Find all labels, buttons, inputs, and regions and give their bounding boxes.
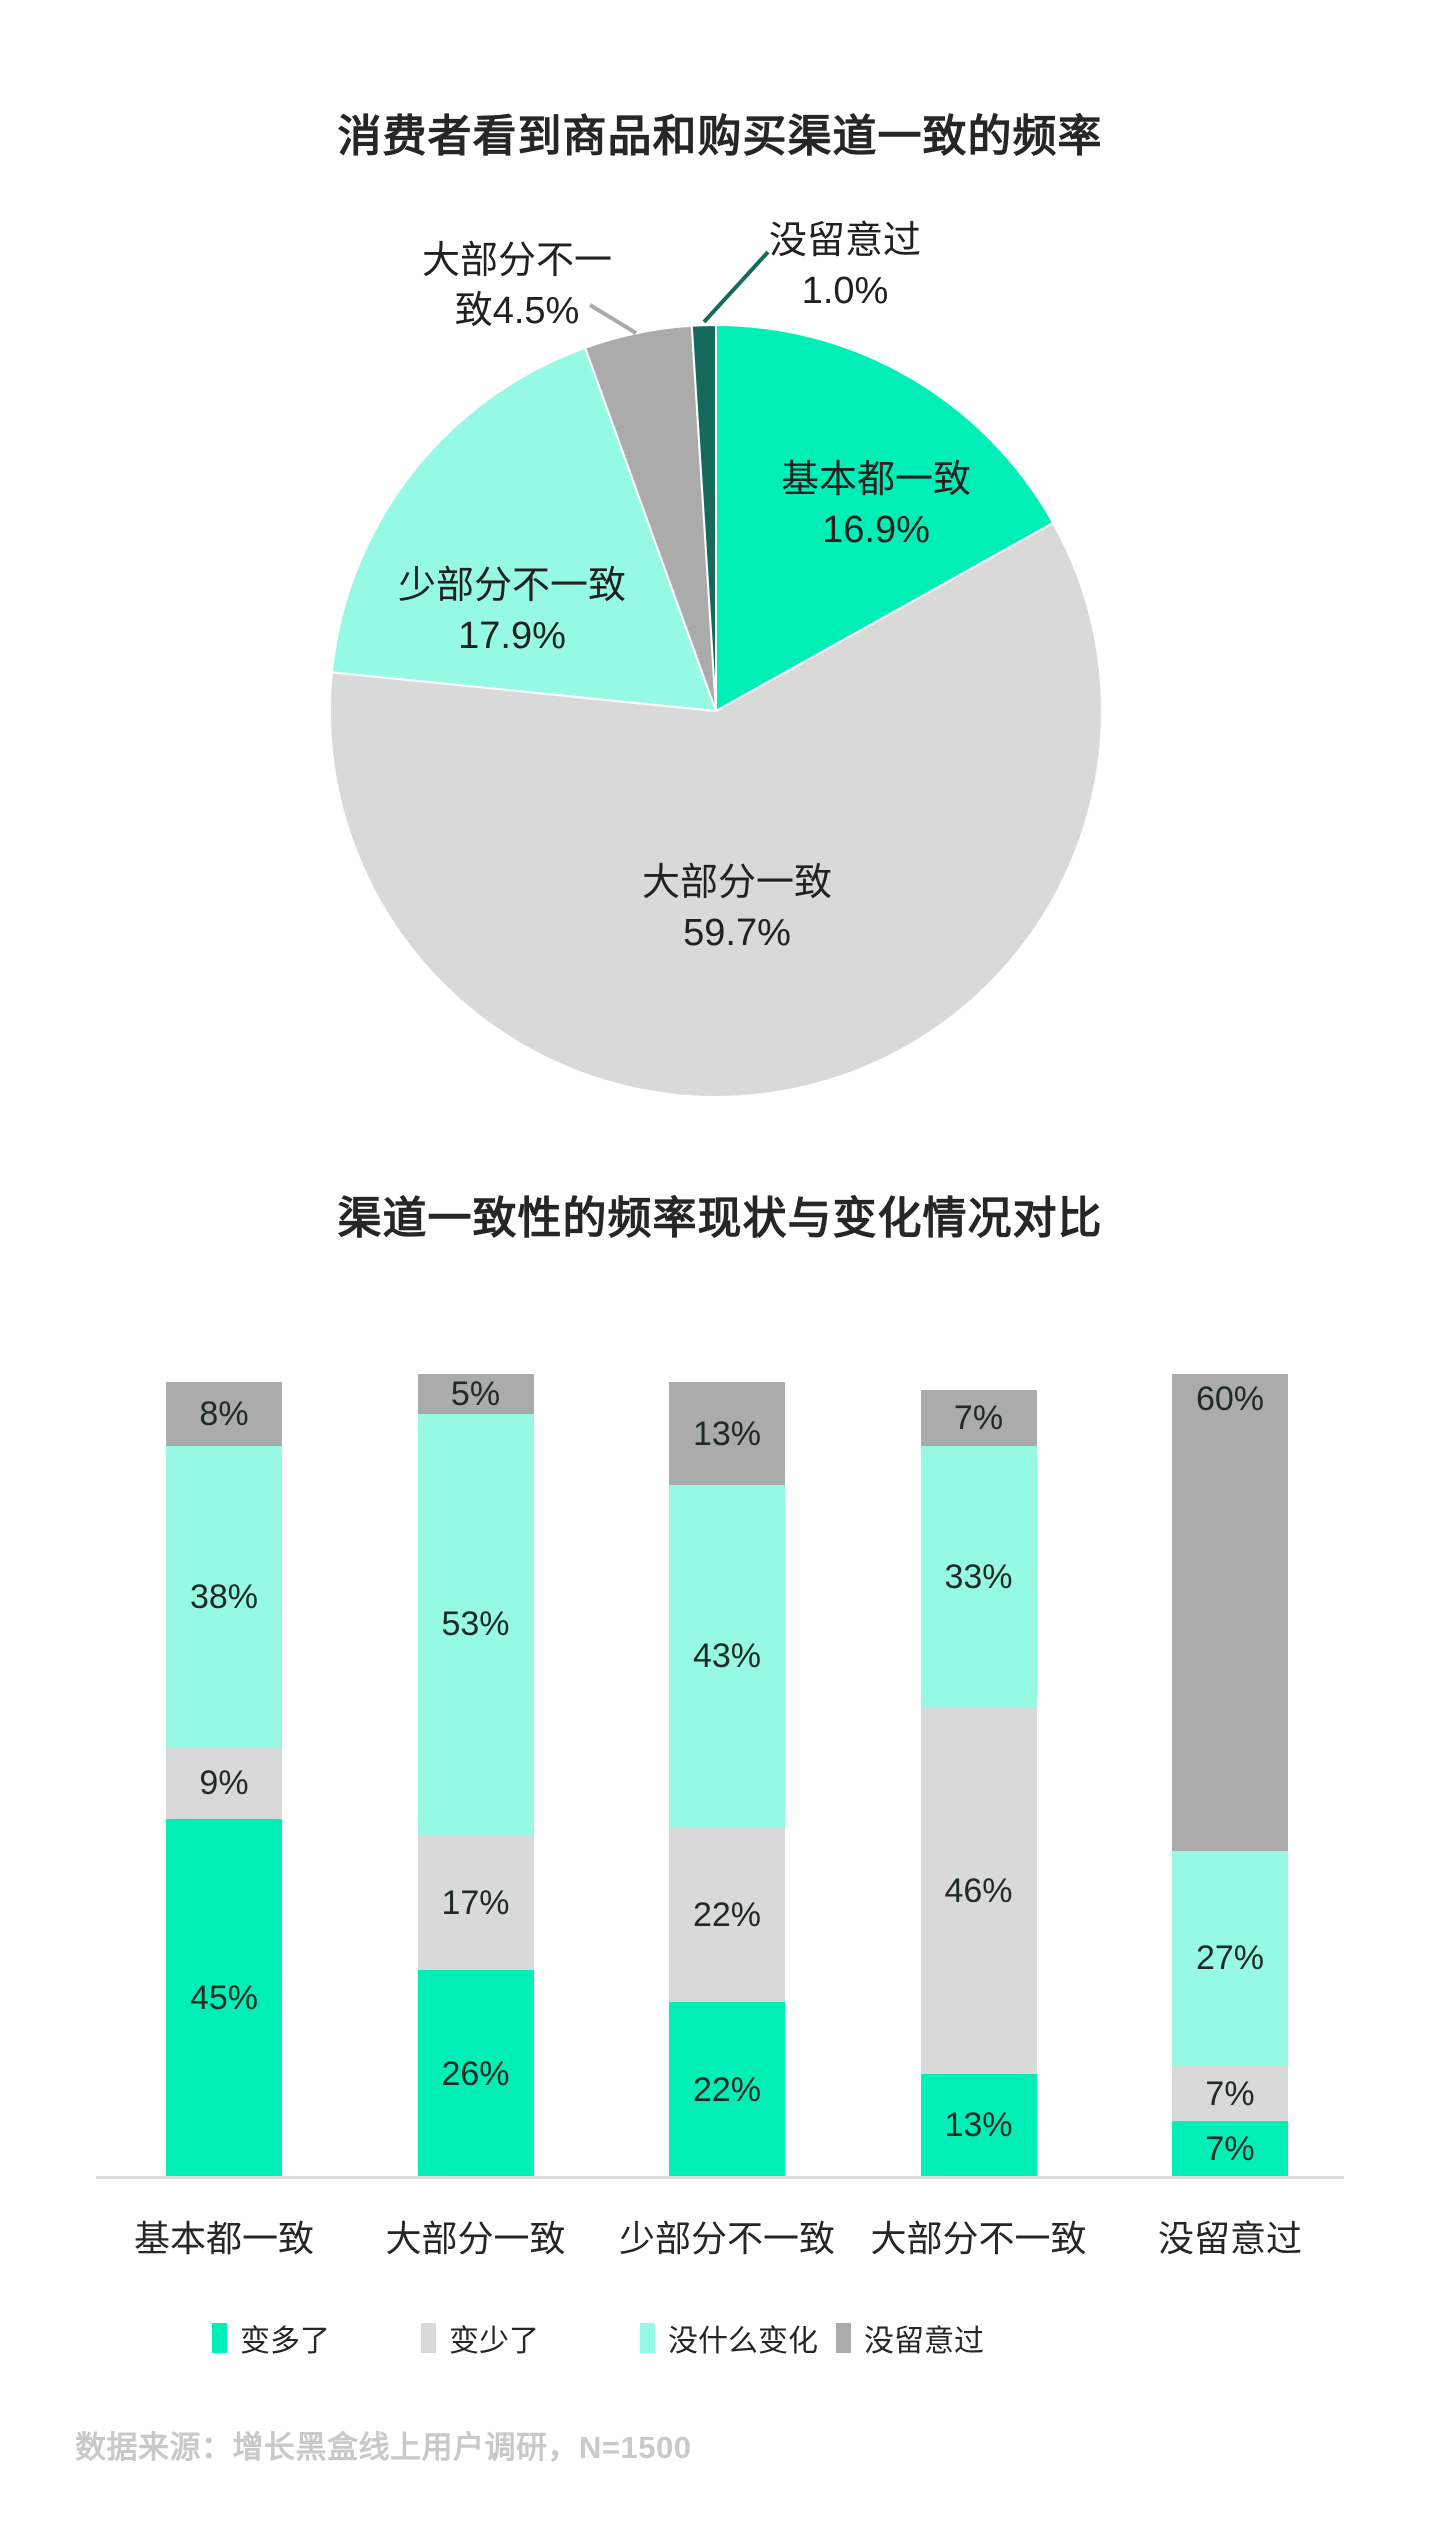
pie-slice-largely-consistent — [329, 521, 1103, 1098]
pie-label-value: 17.9% — [458, 615, 566, 657]
pie-slice-never-noticed — [690, 323, 717, 712]
bar-value-label: 17% — [441, 1883, 510, 1922]
legend-item-0: 变多了 — [212, 2316, 330, 2360]
legend-swatch — [212, 2323, 227, 2353]
bar-value-label: 22% — [692, 2070, 762, 2109]
bar-value-label: 27% — [1195, 1939, 1265, 1978]
bar-value-label: 9% — [199, 1764, 249, 1803]
x-axis-label-1: 大部分一致 — [385, 2218, 566, 2259]
legend-label: 变少了 — [449, 2325, 539, 2358]
pie-chart-title: 消费者看到商品和购买渠道一致的频率 — [337, 112, 1103, 161]
bar-segment-2-2: 43% — [669, 1485, 785, 1828]
bar-segment-0-1: 26% — [417, 1970, 534, 2177]
bar-value-label: 45% — [189, 1979, 259, 2018]
legend-swatch — [836, 2323, 851, 2353]
bar-segment-0-2: 22% — [669, 2002, 785, 2177]
bar-segment-0-0: 45% — [166, 1819, 282, 2177]
pie-slice-mostly-consistent — [715, 323, 1055, 713]
pie-chart — [329, 250, 1103, 1098]
bar-value-label: 7% — [1205, 2074, 1255, 2113]
legend-label: 变多了 — [240, 2325, 330, 2358]
legend-swatch — [421, 2323, 436, 2353]
bar-segment-1-3: 46% — [920, 1707, 1037, 2074]
bar-segment-3-1: 5% — [417, 1374, 534, 1414]
pie-label-largely-consistent: 大部分一致 59.7% — [642, 858, 832, 958]
bar-segment-1-4: 7% — [1172, 2065, 1288, 2122]
bar-segment-1-2: 22% — [669, 1827, 785, 2003]
pie-label-slightly-inconsistent: 少部分不一致 17.9% — [398, 561, 626, 661]
data-source-note: 数据来源：增长黑盒线上用户调研，N=1500 — [75, 2430, 692, 2465]
pie-label-text: 少部分不一致 — [397, 564, 627, 607]
x-axis-label-4: 没留意过 — [1157, 2218, 1303, 2259]
pie-label-mostly-consistent: 基本都一致 16.9% — [781, 455, 971, 555]
bar-value-label: 60% — [1195, 1380, 1265, 1419]
pie-label-text: 大部分一致 — [641, 861, 833, 904]
pie-label-value: 16.9% — [822, 509, 930, 551]
pie-label-never-noticed: 没留意过 1.0% — [769, 216, 921, 316]
bar-segment-2-1: 53% — [417, 1413, 534, 1836]
pie-label-text: 基本都一致 — [780, 458, 972, 501]
legend-item-1: 变少了 — [421, 2316, 539, 2360]
bar-value-label: 22% — [692, 1895, 762, 1934]
bar-segment-0-3: 13% — [920, 2073, 1037, 2177]
bar-value-label: 38% — [189, 1577, 259, 1616]
pie-label-value: 1.0% — [801, 270, 889, 312]
pie-slice-slightly-inconsistent — [330, 346, 718, 713]
bar-value-label: 53% — [441, 1605, 510, 1644]
bar-value-label: 7% — [953, 1398, 1004, 1437]
bar-segment-3-0: 8% — [166, 1382, 282, 1446]
bar-chart-title: 渠道一致性的频率现状与变化情况对比 — [337, 1194, 1103, 1243]
bar-value-label: 7% — [1205, 2130, 1255, 2169]
x-axis-label-0: 基本都一致 — [133, 2218, 315, 2259]
bar-segment-3-4: 60% — [1172, 1374, 1288, 1852]
legend-item-3: 没留意过 — [836, 2316, 984, 2360]
legend-label: 没什么变化 — [668, 2325, 818, 2358]
bar-segment-2-4: 27% — [1172, 1851, 1288, 2066]
bar-value-label: 46% — [944, 1871, 1013, 1910]
pie-callout-line-never-noticed — [702, 250, 770, 324]
bar-segment-2-3: 33% — [920, 1445, 1037, 1708]
legend-item-2: 没什么变化 — [640, 2316, 818, 2360]
bar-segment-3-2: 13% — [669, 1382, 785, 1486]
bar-value-label: 8% — [199, 1394, 249, 1433]
bar-value-label: 5% — [450, 1374, 501, 1413]
x-axis-line — [96, 2176, 1344, 2179]
legend-swatch — [640, 2323, 655, 2353]
bar-value-label: 26% — [441, 2054, 510, 2093]
bar-segment-0-4: 7% — [1172, 2121, 1288, 2177]
bar-segment-1-1: 17% — [417, 1835, 534, 1971]
bar-value-label: 13% — [944, 2106, 1013, 2145]
bar-segment-1-0: 9% — [166, 1747, 282, 1820]
bar-value-label: 33% — [944, 1557, 1013, 1596]
legend-label: 没留意过 — [864, 2325, 984, 2358]
bar-value-label: 13% — [692, 1414, 762, 1453]
bar-value-label: 43% — [692, 1637, 762, 1676]
bar-segment-3-3: 7% — [920, 1389, 1037, 1446]
pie-label-text: 没留意过 — [768, 219, 922, 262]
x-axis-label-2: 少部分不一致 — [618, 2218, 836, 2259]
pie-label-value: 59.7% — [683, 912, 791, 954]
pie-callout-line-largely-inconsistent — [588, 303, 638, 335]
pie-label-largely-inconsistent: 大部分不一致4.5% — [421, 239, 612, 332]
bar-segment-2-0: 38% — [166, 1445, 282, 1748]
x-axis-label-3: 大部分不一致 — [870, 2218, 1087, 2259]
